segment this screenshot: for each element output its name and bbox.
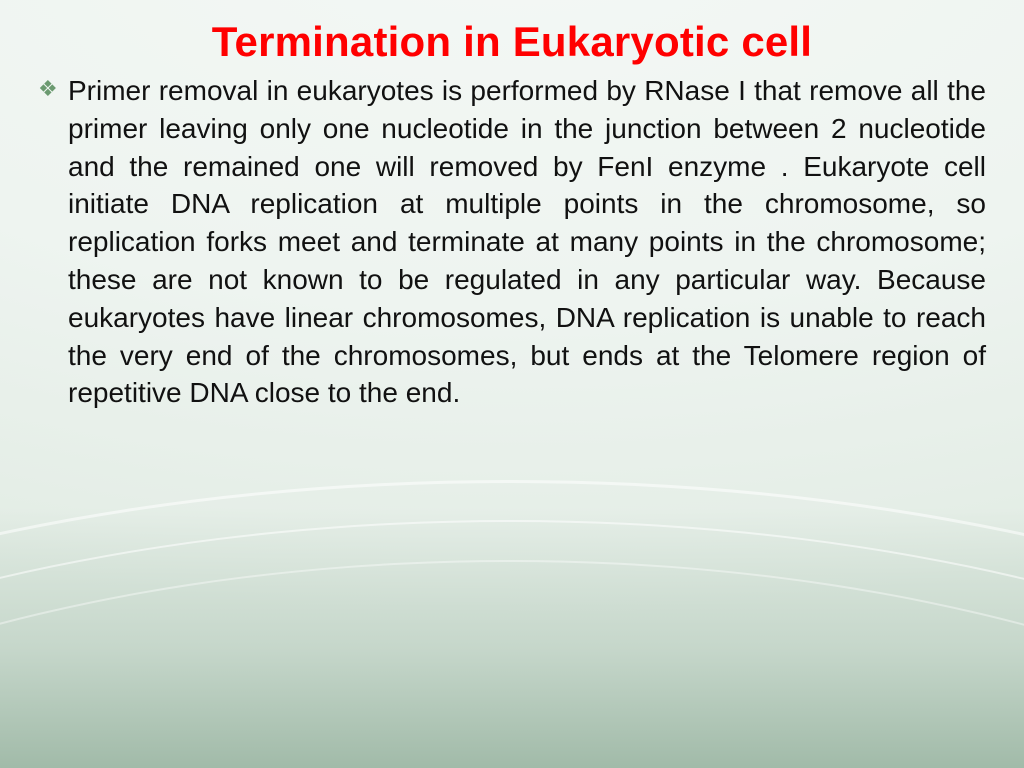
slide-body-wrap: ❖ Primer removal in eukaryotes is perfor… — [38, 72, 986, 412]
slide-title: Termination in Eukaryotic cell — [38, 18, 986, 66]
slide-body-text: Primer removal in eukaryotes is performe… — [38, 72, 986, 412]
diamond-bullet-icon: ❖ — [38, 78, 58, 100]
slide-container: Termination in Eukaryotic cell ❖ Primer … — [0, 0, 1024, 768]
